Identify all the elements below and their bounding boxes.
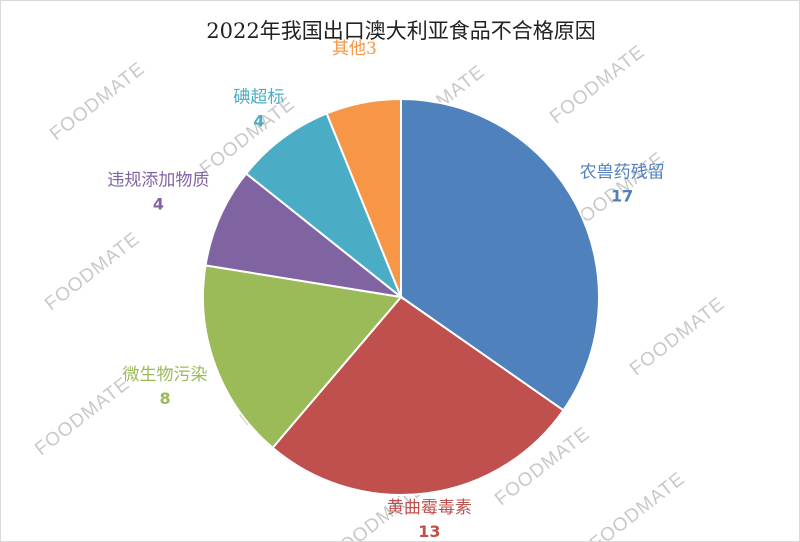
pie-slice-4: [204, 172, 405, 299]
watermark-text: FOODMATE: [626, 293, 729, 380]
slice-label-category: 黄曲霉毒素: [387, 498, 472, 518]
watermark-text: FOODMATE: [31, 373, 134, 460]
pie-slice-1: [400, 97, 600, 412]
pie-slice-3: [202, 264, 403, 450]
slice-label-category: 其他3: [332, 39, 377, 59]
slice-label-category: 碘超标: [233, 88, 284, 108]
watermark-text: FOODMATE: [46, 58, 149, 145]
slice-label-value: 13: [418, 522, 440, 541]
pie-slice-2: [271, 295, 565, 496]
slice-label-value: 4: [153, 195, 164, 214]
chart-title: 2022年我国出口澳大利亚食品不合格原因: [206, 19, 596, 43]
watermark-text: FOODMATE: [546, 41, 649, 128]
watermark-text: FOODMATE: [41, 228, 144, 315]
slice-label-category: 农兽药残留: [580, 163, 665, 183]
slice-label-category: 违规添加物质: [107, 171, 209, 191]
slice-label-category: 微生物污染: [123, 365, 208, 385]
pie-slice-6: [325, 97, 402, 298]
slice-label-value: 17: [611, 187, 633, 206]
pie-slice-5: [244, 112, 404, 301]
slice-label-value: 4: [253, 112, 264, 131]
watermark-text: FOODMATE: [586, 468, 689, 542]
slice-label-value: 8: [159, 389, 170, 408]
